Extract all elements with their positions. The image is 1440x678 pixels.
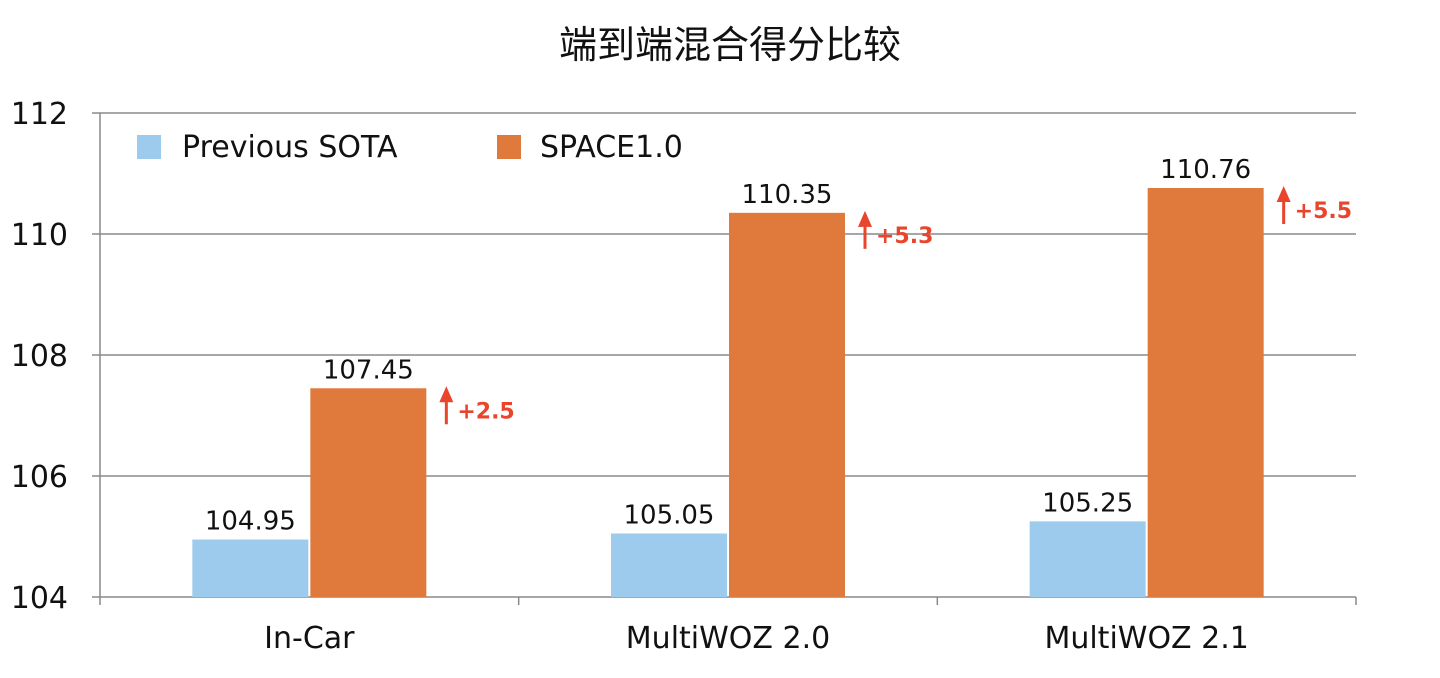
value-label-0-2: 105.25 (1042, 488, 1133, 518)
delta-annotations: +2.5 +5.3 +5.5 (439, 186, 1352, 425)
gridlines (92, 112, 1356, 598)
legend-label-1: SPACE1.0 (540, 130, 683, 165)
bar-space-0 (310, 388, 427, 597)
value-label-0-1: 105.05 (624, 500, 715, 530)
bar-space-1 (729, 212, 845, 597)
value-label-0-0: 104.95 (205, 507, 296, 537)
bar-previous-sota-0 (192, 539, 309, 597)
x-tick-label-0: In-Car (264, 621, 355, 656)
delta-label-1: +5.3 (876, 224, 933, 249)
x-axis: In-Car MultiWOZ 2.0 MultiWOZ 2.1 (99, 597, 1357, 656)
x-tick-label-1: MultiWOZ 2.0 (626, 621, 830, 656)
delta-label-0: +2.5 (457, 399, 514, 424)
bar-space-2 (1147, 188, 1264, 597)
delta-label-2: +5.5 (1295, 199, 1352, 224)
value-labels: 104.95 107.45 105.05 110.35 105.25 110.76 (205, 155, 1251, 537)
legend-swatch-0 (137, 135, 161, 159)
bar-previous-sota-2 (1029, 521, 1146, 597)
y-tick-label-110: 110 (11, 218, 68, 253)
bar-previous-sota-1 (611, 533, 727, 597)
y-tick-label-104: 104 (11, 581, 68, 616)
value-label-1-1: 110.35 (742, 180, 833, 210)
x-tick-label-2: MultiWOZ 2.1 (1044, 621, 1248, 656)
y-tick-label-108: 108 (11, 339, 68, 374)
value-label-1-2: 110.76 (1160, 155, 1251, 185)
bars (192, 188, 1264, 597)
legend: Previous SOTA SPACE1.0 (137, 130, 683, 165)
up-arrow-icon-1 (858, 210, 872, 227)
y-tick-label-106: 106 (11, 460, 68, 495)
value-label-1-0: 107.45 (323, 355, 414, 385)
chart-title: 端到端混合得分比较 (559, 23, 901, 67)
legend-swatch-1 (497, 135, 521, 159)
up-arrow-icon-0 (439, 386, 454, 403)
up-arrow-icon-2 (1276, 186, 1291, 203)
y-tick-label-112: 112 (11, 97, 68, 132)
y-axis-ticks: 104 106 108 110 112 (11, 97, 68, 616)
legend-label-0: Previous SOTA (182, 130, 398, 165)
